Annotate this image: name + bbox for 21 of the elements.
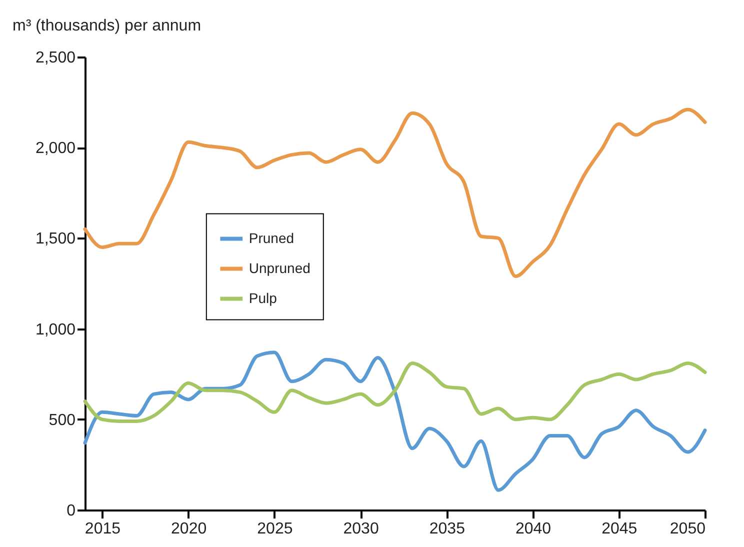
x-tick-label: 2025	[257, 520, 293, 538]
y-tick-label: 500	[48, 412, 76, 429]
y-tick-label: 1,000	[35, 321, 76, 338]
line-series	[83, 108, 707, 278]
line-series	[83, 350, 707, 492]
y-tick-label: 1,500	[35, 230, 76, 248]
y-tick-label: 2,500	[35, 50, 76, 66]
line-series	[83, 361, 707, 423]
legend-label: Pruned	[248, 230, 294, 246]
x-tick-label: 2030	[343, 520, 379, 538]
y-tick-label: 2,000	[35, 140, 76, 158]
x-tick-label: 2050	[670, 520, 706, 538]
x-tick-label: 2040	[515, 520, 552, 538]
y-tick-label: 0	[66, 502, 76, 520]
x-tick-label: 2035	[429, 520, 466, 538]
x-tick-label: 2015	[84, 520, 121, 538]
legend-label: Unpruned	[248, 260, 310, 276]
y-axis-title: m³ (thousands) per annum	[12, 18, 202, 34]
legend-label: Pulp	[248, 290, 278, 306]
x-tick-label: 2020	[171, 520, 207, 538]
x-tick-label: 2045	[602, 520, 638, 538]
